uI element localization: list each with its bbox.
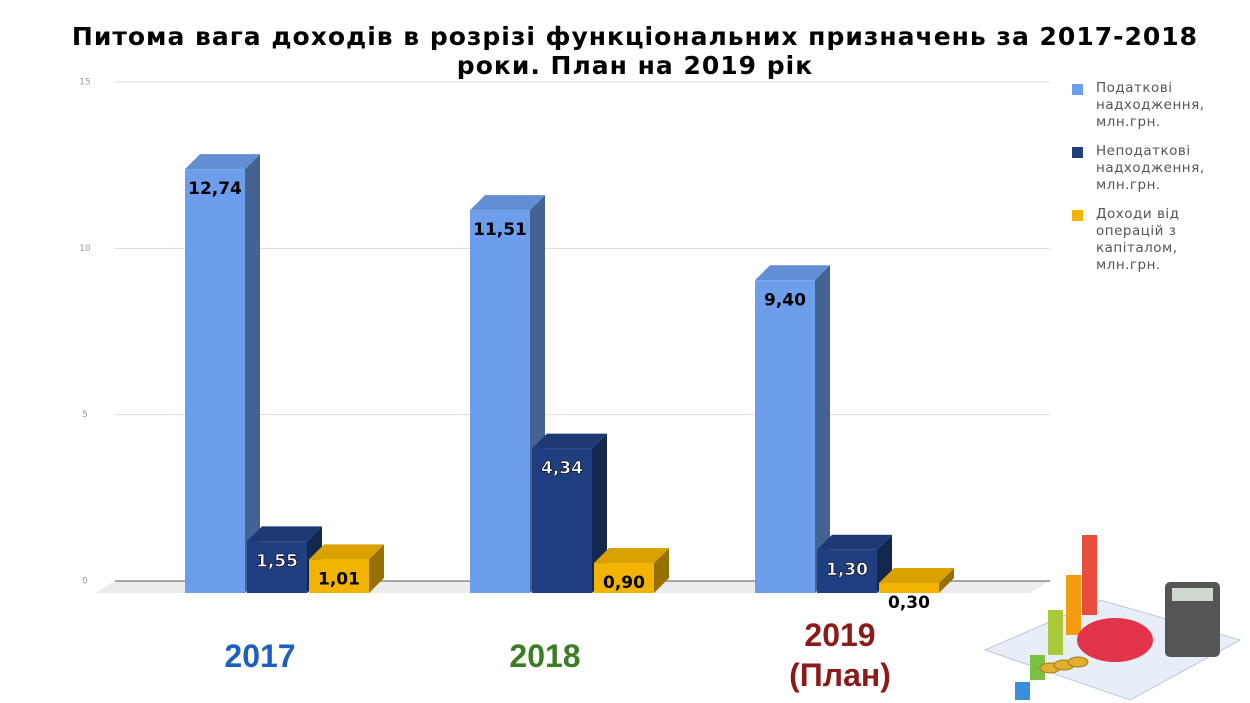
bar-side [592, 433, 607, 593]
bar-front [594, 563, 654, 593]
bar-top [309, 544, 384, 560]
coins [1067, 656, 1089, 668]
data-label: 1,30 [826, 560, 868, 580]
bar-side [815, 265, 830, 593]
legend-swatch [1072, 147, 1083, 158]
bar [879, 568, 954, 593]
bar [309, 544, 384, 593]
bar-top [470, 195, 545, 211]
bar [247, 526, 322, 593]
bar-top [594, 548, 669, 564]
y-tick-label: 5 [82, 410, 88, 420]
bar-top [755, 265, 830, 281]
bar [755, 265, 830, 593]
y-tick-label: 0 [82, 577, 88, 587]
bar-front [879, 583, 939, 593]
data-label: 4,34 [541, 459, 583, 479]
bar-front [755, 280, 815, 593]
illustration-bar [1030, 655, 1045, 680]
bar-top [879, 568, 954, 584]
calculator-screen [1172, 588, 1213, 601]
y-tick-label: 10 [79, 244, 91, 254]
bar-front [532, 448, 592, 593]
legend: Податкові надходження, млн.грн. Неподатко… [1072, 80, 1242, 286]
bar-side [939, 568, 954, 593]
chart-title: Питома вага доходів в розрізі функціонал… [71, 22, 1199, 80]
illustration-bar [1048, 610, 1063, 655]
y-tick-label: 15 [79, 78, 90, 88]
bar-front [185, 169, 245, 593]
legend-swatch [1072, 210, 1083, 221]
bar [185, 154, 260, 593]
bar-top [247, 526, 322, 542]
bar-top [817, 534, 892, 550]
legend-item: Неподаткові надходження, млн.грн. [1072, 143, 1242, 194]
bar-top [532, 433, 607, 449]
bar-top [185, 154, 260, 170]
bar-side [245, 154, 260, 593]
bar-front [309, 559, 369, 593]
bar-front [470, 210, 530, 594]
legend-swatch [1072, 84, 1083, 95]
bar [532, 433, 607, 593]
data-label: 0,90 [603, 573, 645, 593]
bar [817, 534, 892, 593]
legend-item: Доходи від операцій з капіталом, млн.грн… [1072, 206, 1242, 274]
bar-front [247, 541, 307, 593]
pie [1077, 618, 1153, 662]
legend-label: Доходи від операцій з капіталом, млн.грн… [1096, 206, 1180, 273]
data-label: 9,40 [764, 290, 806, 310]
bar-side [369, 544, 384, 593]
data-label: 11,51 [473, 220, 527, 240]
x-tick-label: 2018 [509, 638, 581, 674]
data-label: 0,30 [888, 593, 930, 613]
legend-label: Податкові надходження, млн.грн. [1096, 80, 1205, 130]
illustration-bar [1082, 535, 1097, 615]
data-label: 1,01 [318, 569, 360, 589]
bar-front [817, 549, 877, 593]
x-tick-label: 2017 [224, 638, 296, 674]
data-label: 1,55 [256, 551, 298, 571]
illustration-bar [1066, 575, 1081, 635]
legend-label: Неподаткові надходження, млн.грн. [1096, 143, 1205, 193]
x-tick-label: 2019 (План) [789, 617, 891, 693]
illustration-bar [1015, 682, 1030, 700]
legend-item: Податкові надходження, млн.грн. [1072, 80, 1242, 131]
data-label: 12,74 [188, 179, 242, 199]
illustration [983, 535, 1242, 701]
bar [594, 548, 669, 593]
bar-side [654, 548, 669, 593]
